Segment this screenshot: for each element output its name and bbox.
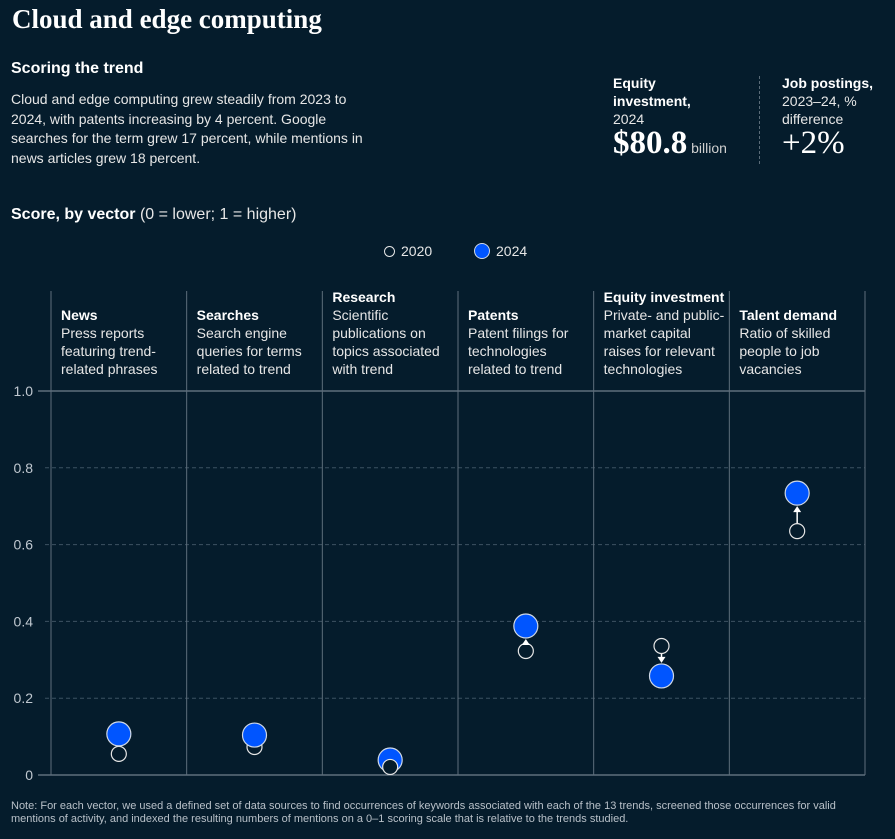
point-2020 — [789, 523, 806, 540]
page-title: Cloud and edge computing — [12, 4, 322, 34]
column-header: Searches Search engine queries for terms … — [197, 306, 319, 378]
column-header: News Press reports featuring trend-relate… — [61, 306, 183, 378]
y-tick-label: 0.8 — [14, 460, 34, 476]
point-2024 — [513, 613, 539, 639]
legend-item-2020: 2020 — [384, 243, 432, 259]
column-header-description: Search engine queries for terms related … — [196, 325, 302, 377]
column-header-description: Press reports featuring trend-related ph… — [61, 325, 158, 377]
point-2024 — [784, 480, 810, 506]
column-header: Research Scientific publications on topic… — [332, 288, 454, 378]
point-2020 — [517, 642, 534, 660]
column-header-description: Private- and public-market capital raise… — [603, 307, 725, 377]
kpi-equity-investment: Equity investment, 2024 $80.8 billion — [613, 74, 727, 160]
chart-title: Score, by vector (0 = lower; 1 = higher) — [11, 206, 296, 224]
kpi-label-rest: 2023–24, % difference — [782, 93, 857, 127]
point-2024 — [106, 721, 132, 747]
y-tick-label: 1.0 — [14, 383, 34, 399]
column-header-title: Searches — [196, 307, 259, 323]
column-header-description: Patent filings for technologies related … — [468, 325, 569, 377]
legend-item-2024: 2024 — [474, 243, 527, 259]
column-header-description: Ratio of skilled people to job vacancies — [739, 325, 831, 377]
change-arrow-head — [521, 639, 530, 646]
change-arrow-head — [793, 506, 802, 513]
point-2024 — [648, 663, 675, 689]
legend-label: 2024 — [496, 243, 528, 259]
trend-description: Cloud and edge computing grew steadily f… — [11, 91, 363, 166]
kpi-value: +2% — [782, 125, 845, 161]
column-header: Talent demand Ratio of skilled people to … — [739, 306, 861, 378]
point-2020 — [382, 758, 399, 776]
y-tick-label: 0 — [25, 767, 33, 783]
kpi-value: $80.8 — [613, 125, 688, 161]
y-tick-label: 0.2 — [14, 690, 34, 706]
column-header: Equity investment Private- and public-mar… — [604, 288, 726, 378]
point-2020 — [110, 745, 127, 762]
chart-title-bold: Score, by vector — [11, 206, 136, 223]
y-tick-label: 0.6 — [14, 537, 34, 553]
column-header-title: Talent demand — [739, 307, 838, 323]
chart-title-rest: (0 = lower; 1 = higher) — [139, 206, 297, 223]
kpi-divider — [759, 76, 760, 164]
column-header: Patents Patent filings for technologies r… — [468, 306, 590, 378]
kpi-unit: billion — [691, 140, 727, 156]
change-arrow-head — [657, 656, 666, 663]
column-header-title: News — [61, 307, 98, 323]
section-subtitle: Scoring the trend — [11, 60, 144, 77]
footnote: Note: For each vector, we used a defined… — [11, 800, 836, 825]
point-2024 — [241, 722, 268, 748]
point-2020 — [653, 637, 670, 655]
legend-label: 2020 — [401, 243, 433, 259]
kpi-label-bold: Equity investment, — [613, 75, 691, 109]
kpi-label-rest: 2024 — [613, 111, 645, 127]
column-header-description: Scientific publications on topics associ… — [332, 307, 440, 377]
column-header-title: Patents — [468, 307, 519, 323]
filled-circle-icon — [474, 243, 490, 259]
hollow-circle-icon — [384, 245, 395, 257]
column-header-title: Equity investment — [603, 289, 725, 305]
column-header-title: Research — [332, 289, 396, 305]
kpi-label-bold: Job postings, — [782, 75, 873, 91]
y-tick-label: 0.4 — [14, 613, 34, 629]
kpi-job-postings: Job postings, 2023–24, % difference +2% — [782, 74, 882, 160]
